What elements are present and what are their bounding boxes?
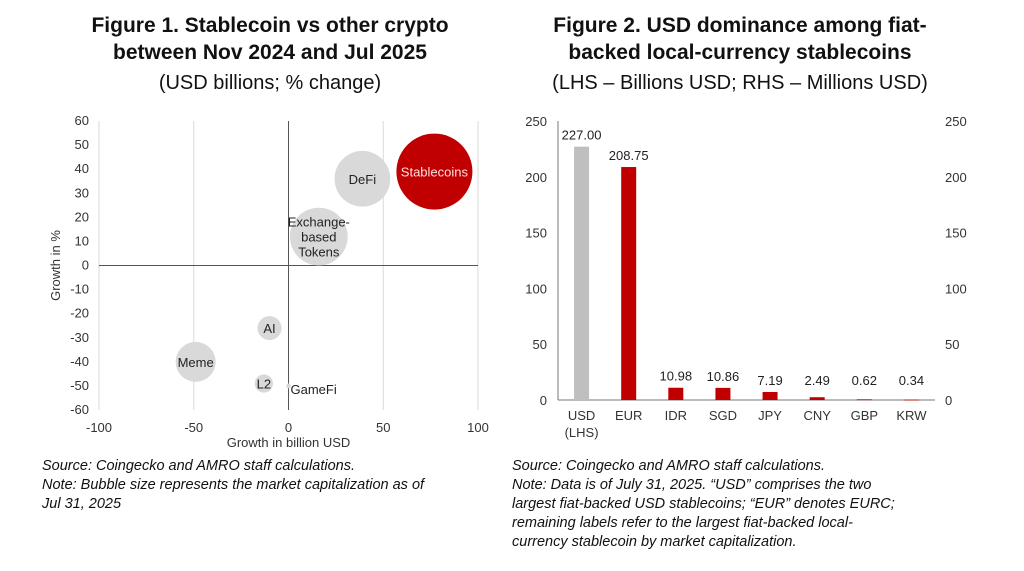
x-category-label: CNY [803, 408, 831, 423]
bubble-defi [334, 150, 391, 207]
bar-value-label: 10.86 [707, 369, 740, 384]
y-tick-label: -30 [70, 330, 89, 345]
figure1-subtitle: (USD billions; % change) [158, 72, 382, 94]
x-category-label: JPY [758, 408, 782, 423]
x-tick-label: 100 [467, 420, 489, 435]
bar-value-label: 0.62 [852, 373, 877, 388]
bubble-label: Tokens [298, 245, 340, 260]
figure1-note-line2: Jul 31, 2025 [42, 496, 122, 512]
figure1-title-line2: between Nov 2024 and Jul 2025 [113, 41, 427, 64]
x-category-label: EUR [615, 408, 642, 423]
x-category-label: IDR [665, 408, 687, 423]
x-category-label: USD [568, 408, 595, 423]
right-y-tick-label: 50 [945, 337, 959, 352]
y-tick-label: 40 [75, 161, 89, 176]
y-tick-label: 10 [75, 233, 89, 248]
y-tick-label: 60 [75, 113, 89, 128]
right-y-tick-label: 250 [945, 114, 967, 129]
bar-sgd [715, 387, 731, 400]
left-y-tick-label: 50 [533, 337, 547, 352]
bar-value-label: 227.00 [562, 128, 602, 143]
bar-value-label: 0.34 [899, 373, 924, 388]
y-tick-label: -20 [70, 306, 89, 321]
figure1-notes: Source: Coingecko and AMRO staff calcula… [42, 457, 424, 514]
bubble-label: based [301, 230, 336, 245]
bar-value-label: 7.19 [757, 373, 782, 388]
figure1-note-line1: Note: Bubble size represents the market … [42, 477, 425, 493]
figure2-note-line: Note: Data is of July 31, 2025. “USD” co… [512, 477, 872, 493]
y-tick-label: 50 [75, 137, 89, 152]
left-y-tick-label: 250 [525, 114, 547, 129]
left-y-tick-label: 0 [540, 393, 547, 408]
bubble-exchange-based-tokens [289, 207, 348, 266]
bar-usd [574, 146, 590, 400]
y-tick-label: -40 [70, 354, 89, 369]
figure2-notes: Source: Coingecko and AMRO staff calcula… [512, 457, 895, 552]
bar-cny [809, 397, 825, 400]
x-tick-label: 0 [285, 420, 292, 435]
bar-eur [621, 167, 637, 400]
left-y-tick-label: 150 [525, 226, 547, 241]
bubble-label: Stablecoins [401, 165, 469, 180]
bubble-gamefi [286, 383, 291, 389]
bubble-label: AI [263, 321, 275, 336]
bubble-label: L2 [257, 377, 271, 392]
bar-value-label: 2.49 [805, 373, 830, 388]
figure2-note-line: largest fiat-backed USD stablecoins; “EU… [512, 496, 895, 512]
x-category-label: SGD [709, 408, 737, 423]
bubble-stablecoins [396, 133, 473, 210]
left-y-tick-label: 200 [525, 170, 547, 185]
y-tick-label: -50 [70, 378, 89, 393]
right-y-tick-label: 150 [945, 226, 967, 241]
bubble-label: Meme [178, 355, 214, 370]
y-tick-label: -60 [70, 402, 89, 417]
bar-idr [668, 387, 684, 400]
x-axis-label: Growth in billion USD [227, 435, 351, 450]
left-y-tick-label: 100 [525, 281, 547, 296]
bubble-ai [257, 316, 282, 341]
y-tick-label: 20 [75, 209, 89, 224]
x-category-label: KRW [896, 408, 927, 423]
figure2-title-line2: backed local-currency stablecoins [568, 41, 912, 64]
figure1-source: Source: Coingecko and AMRO staff calcula… [42, 458, 355, 474]
right-y-tick-label: 200 [945, 170, 967, 185]
bar-jpy [762, 391, 778, 400]
bubble-l2 [254, 374, 273, 393]
bubble-label: DeFi [349, 172, 377, 187]
right-y-tick-label: 100 [945, 281, 967, 296]
bubble-label: GameFi [291, 382, 337, 397]
bar-krw [903, 399, 919, 401]
figure2-note-line: currency stablecoin by market capitaliza… [512, 534, 797, 550]
bar-gbp [856, 399, 872, 401]
figure1-title-line1: Figure 1. Stablecoin vs other crypto [91, 14, 449, 37]
x-tick-label: -50 [184, 420, 203, 435]
x-tick-label: -100 [86, 420, 112, 435]
right-y-tick-label: 0 [945, 393, 952, 408]
x-category-label: GBP [851, 408, 878, 423]
figure2-title-line1: Figure 2. USD dominance among fiat- [553, 14, 927, 37]
bar-value-label: 10.98 [660, 369, 693, 384]
figure2-title: Figure 2. USD dominance among fiat- back… [505, 12, 975, 66]
bubble-label: Exchange- [288, 215, 350, 230]
y-tick-label: 0 [82, 258, 89, 273]
y-tick-label: -10 [70, 282, 89, 297]
figure1-title: Figure 1. Stablecoin vs other crypto bet… [40, 12, 500, 66]
figure2-note-line: remaining labels refer to the largest fi… [512, 515, 853, 531]
y-axis-label: Growth in % [48, 230, 63, 301]
x-tick-label: 50 [376, 420, 390, 435]
bar-value-label: 208.75 [609, 148, 649, 163]
x-category-label: (LHS) [565, 425, 599, 440]
y-tick-label: 30 [75, 185, 89, 200]
figure2-subtitle: (LHS – Billions USD; RHS – Millions USD) [552, 72, 928, 94]
bubble-meme [175, 341, 216, 382]
figure2-source: Source: Coingecko and AMRO staff calcula… [512, 458, 825, 474]
